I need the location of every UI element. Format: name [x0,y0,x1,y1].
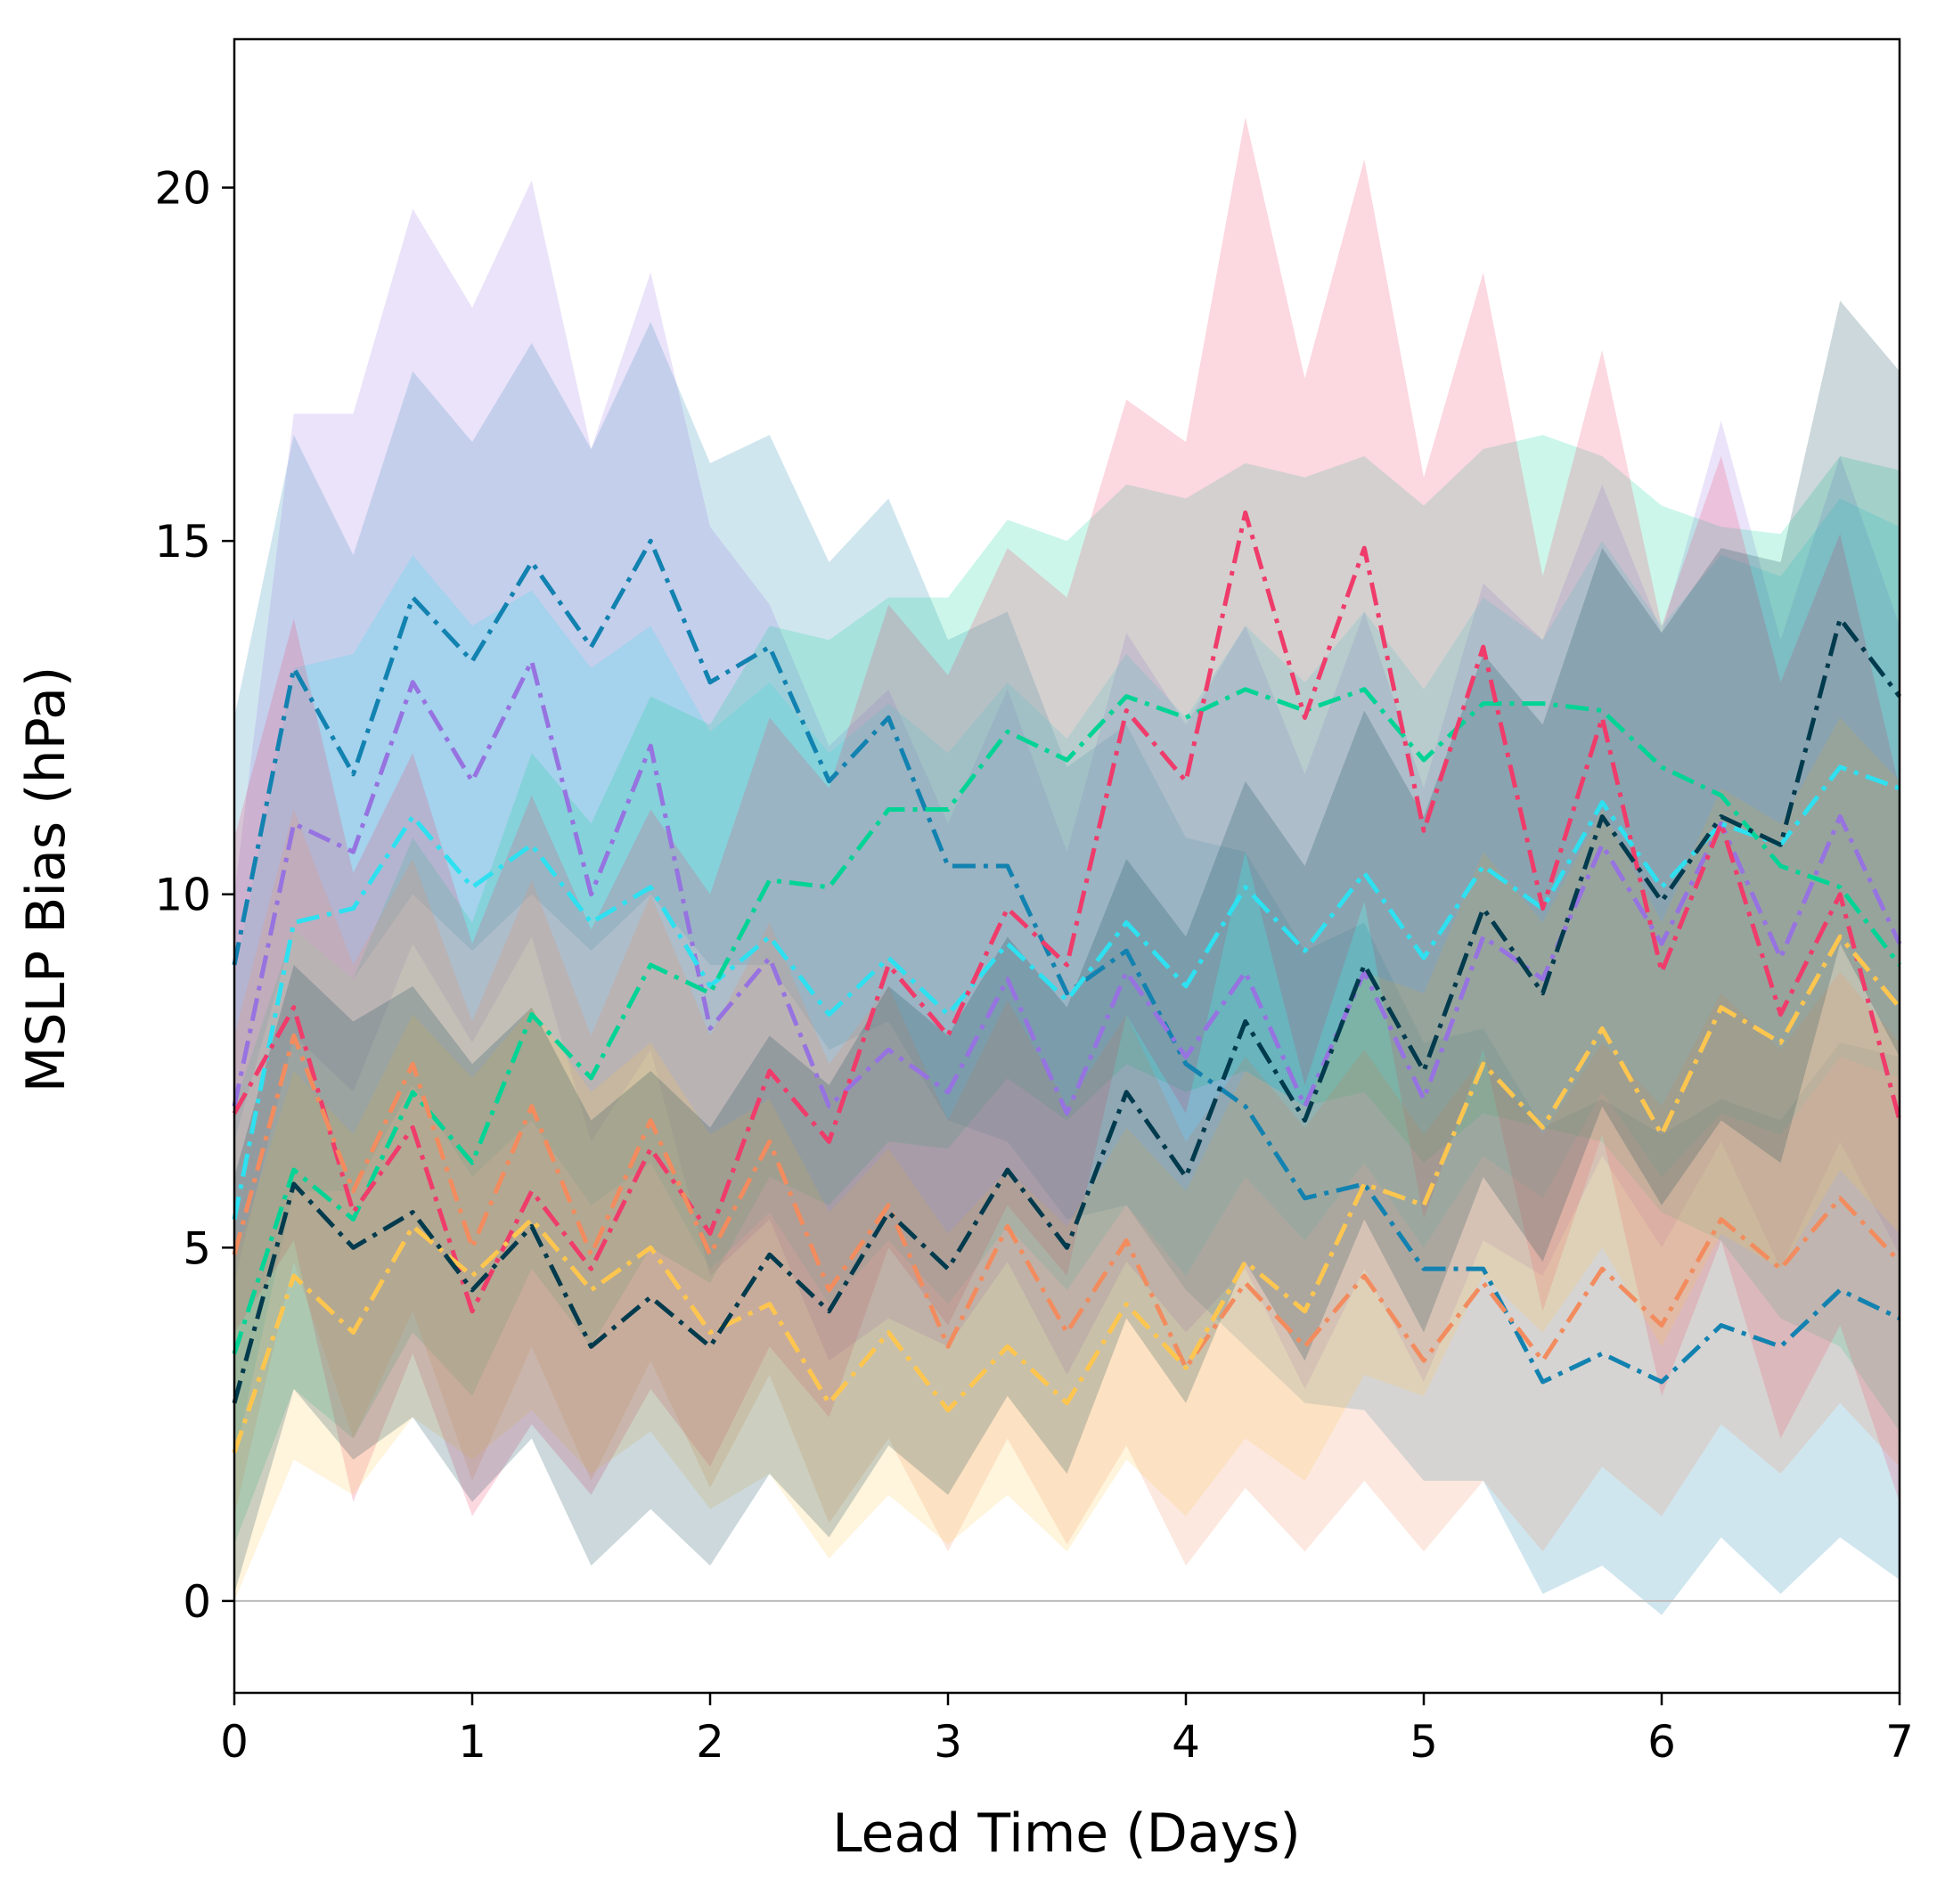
x-tick-label: 3 [934,1716,962,1768]
y-tick-label: 0 [183,1576,211,1628]
y-tick-label: 15 [154,516,211,568]
x-tick-label: 6 [1647,1716,1676,1768]
band-series-8 [234,300,1900,1594]
x-tick-label: 5 [1410,1716,1438,1768]
x-axis-ticks: 0 1 2 3 4 5 6 7 [220,1693,1914,1768]
band-series-5 [234,117,1900,1516]
x-tick-label: 1 [458,1716,486,1768]
plot-frame [233,37,1901,1695]
x-tick-label: 2 [696,1716,724,1768]
band-series-3 [234,498,1900,1460]
line-series-8 [232,616,1901,1404]
y-tick-label: 10 [154,870,211,921]
y-axis-ticks: 0 5 10 15 20 [154,163,234,1628]
line-series-1 [232,538,1901,1385]
y-axis-label: MSLP Bias (hPa) [15,666,78,1093]
line-series-7 [232,934,1901,1454]
x-tick-label: 4 [1172,1716,1200,1768]
x-tick-label: 7 [1885,1716,1914,1768]
y-tick-label: 5 [183,1222,211,1274]
series-lines [232,510,1902,1454]
line-series-3 [232,764,1900,1221]
band-series-1 [234,322,1900,1615]
band-series-2 [234,180,1900,1389]
x-tick-label: 0 [220,1716,249,1768]
line-series-5 [232,510,1902,1314]
line-series-2 [232,658,1902,1116]
line-series-6 [232,1033,1901,1370]
x-axis-label: Lead Time (Days) [832,1802,1301,1865]
band-series-6 [234,809,1900,1566]
line-series-4 [232,687,1901,1355]
y-tick-label: 20 [154,163,211,215]
